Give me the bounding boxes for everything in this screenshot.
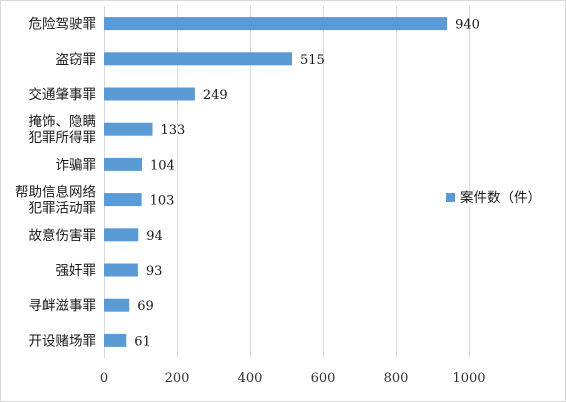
bar — [104, 298, 130, 312]
bar — [104, 333, 127, 347]
bar — [104, 52, 292, 66]
bar — [104, 87, 195, 101]
bar — [104, 157, 142, 171]
data-label: 133 — [161, 123, 186, 138]
bar — [104, 228, 139, 242]
x-tick-label: 0 — [100, 371, 108, 386]
x-tick-label: 800 — [384, 371, 409, 386]
category-label: 危险驾驶罪 — [29, 17, 97, 33]
category-label: 掩饰、隐瞒 — [29, 114, 97, 130]
category-label: 犯罪所得罪 — [29, 129, 97, 146]
category-label: 开设赌场罪 — [29, 333, 97, 349]
legend-label: 案件数（件） — [460, 189, 541, 206]
category-label: 犯罪活动罪 — [29, 201, 97, 217]
x-tick-layer: 0 200 400 600 800 1000 — [100, 371, 486, 386]
x-tick-label: 1000 — [452, 371, 485, 386]
x-tick-label: 400 — [238, 371, 263, 386]
data-label: 93 — [146, 264, 163, 279]
legend: 案件数（件） — [446, 189, 541, 206]
value-label-layer: 940 515 249 133 104 103 94 93 69 61 — [134, 18, 480, 350]
bar-layer — [104, 17, 448, 347]
bar — [104, 122, 153, 136]
data-label: 249 — [203, 88, 228, 103]
category-label: 故意伤害罪 — [29, 227, 97, 244]
x-tick-label: 600 — [311, 371, 336, 386]
category-label: 寻衅滋事罪 — [29, 298, 97, 314]
category-label: 诈骗罪 — [56, 157, 97, 173]
data-label: 103 — [150, 194, 175, 209]
category-label: 交通肇事罪 — [29, 86, 97, 103]
category-label: 帮助信息网络 — [15, 184, 96, 201]
bar — [104, 193, 142, 207]
data-label: 94 — [146, 229, 163, 244]
legend-swatch — [446, 193, 455, 202]
category-label: 强奸罪 — [56, 263, 97, 279]
data-label: 104 — [150, 158, 175, 173]
data-label: 69 — [137, 299, 154, 314]
x-tick-label: 200 — [165, 371, 190, 386]
bar — [104, 17, 448, 31]
category-label: 盗窃罪 — [56, 52, 97, 68]
data-label: 940 — [455, 18, 480, 33]
bar — [104, 263, 138, 277]
data-label: 515 — [300, 53, 325, 68]
category-label-layer: 危险驾驶罪盗窃罪交通肇事罪掩饰、隐瞒犯罪所得罪诈骗罪帮助信息网络犯罪活动罪故意伤… — [15, 17, 96, 350]
data-label: 61 — [134, 334, 151, 349]
